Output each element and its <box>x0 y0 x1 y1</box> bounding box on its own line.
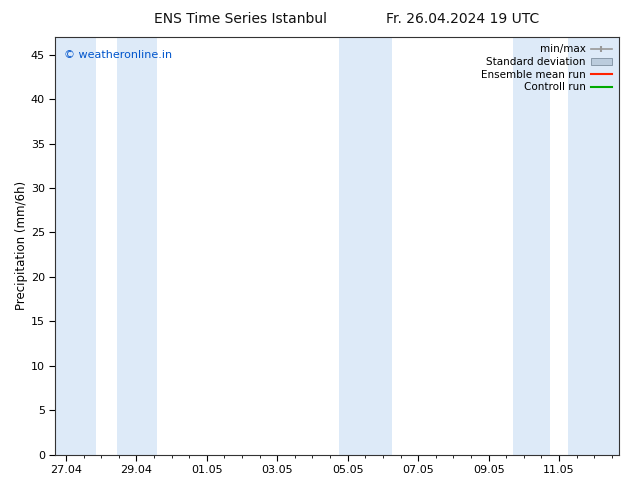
Text: Fr. 26.04.2024 19 UTC: Fr. 26.04.2024 19 UTC <box>386 12 540 26</box>
Text: © weatheronline.in: © weatheronline.in <box>64 49 172 60</box>
Bar <box>117 37 157 455</box>
Bar <box>514 37 550 455</box>
Bar <box>339 37 392 455</box>
Bar <box>568 37 619 455</box>
Legend: min/max, Standard deviation, Ensemble mean run, Controll run: min/max, Standard deviation, Ensemble me… <box>479 42 614 94</box>
Text: ENS Time Series Istanbul: ENS Time Series Istanbul <box>155 12 327 26</box>
Y-axis label: Precipitation (mm/6h): Precipitation (mm/6h) <box>15 181 28 310</box>
Bar <box>55 37 96 455</box>
